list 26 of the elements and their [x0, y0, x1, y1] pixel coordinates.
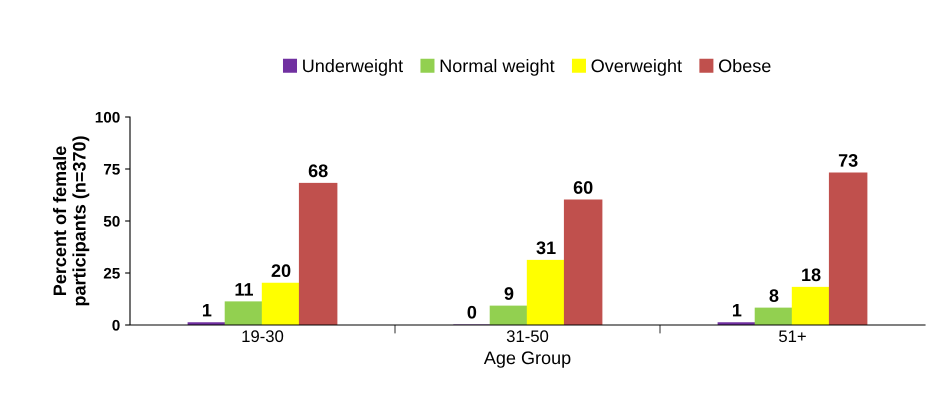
y-tick-label: 100: [96, 112, 120, 123]
y-tick-label: 0: [112, 320, 120, 331]
legend-label: Normal weight: [440, 58, 554, 76]
data-label: 1: [732, 304, 742, 316]
x-axis-title: Age Group: [484, 351, 570, 368]
data-label: 1: [202, 304, 212, 316]
y-tick-label: 75: [104, 164, 120, 175]
data-label: 0: [468, 306, 476, 319]
data-label: 60: [574, 181, 592, 194]
y-axis-title: Percent of female participants (n=370): [52, 136, 90, 306]
x-tick-label: 31-50: [506, 330, 548, 342]
legend-label: Obese: [718, 58, 771, 72]
y-tick-label: 25: [104, 268, 120, 279]
x-tick-label: 51+: [779, 330, 806, 342]
data-label: 11: [236, 283, 253, 296]
data-label: 68: [308, 164, 328, 178]
legend-label: Overweight: [592, 58, 682, 76]
legend-label: Underweight: [303, 58, 403, 76]
x-tick-label: 19-30: [242, 330, 284, 342]
data-label: 9: [504, 287, 514, 300]
data-label: 18: [802, 268, 821, 282]
y-tick-label: 50: [104, 216, 120, 227]
data-label: 73: [838, 154, 858, 167]
data-label: 31: [536, 241, 556, 254]
data-label: 20: [272, 264, 290, 278]
data-label: 8: [770, 289, 778, 302]
